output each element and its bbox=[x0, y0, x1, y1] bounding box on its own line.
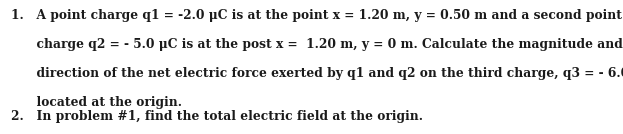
Text: direction of the net electric force exerted by q1 and q2 on the third charge, q3: direction of the net electric force exer… bbox=[11, 67, 623, 80]
Text: 2.   In problem #1, find the total electric field at the origin.: 2. In problem #1, find the total electri… bbox=[11, 110, 423, 123]
Text: 1.   A point charge q1 = -2.0 μC is at the point x = 1.20 m, y = 0.50 m and a se: 1. A point charge q1 = -2.0 μC is at the… bbox=[11, 9, 622, 22]
Text: located at the origin.: located at the origin. bbox=[11, 96, 182, 109]
Text: charge q2 = - 5.0 μC is at the post x =  1.20 m, y = 0 m. Calculate the magnitud: charge q2 = - 5.0 μC is at the post x = … bbox=[11, 38, 623, 51]
